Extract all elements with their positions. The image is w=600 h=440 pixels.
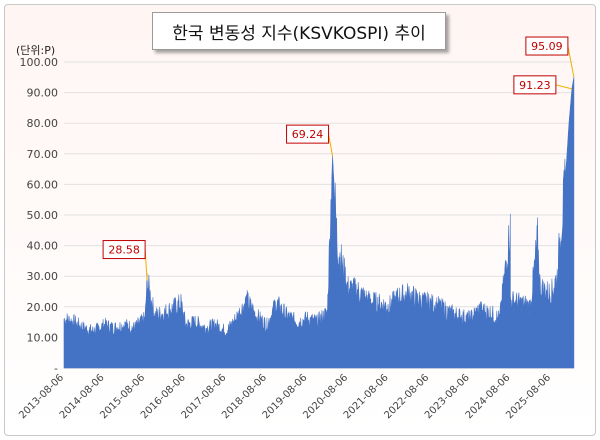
callout-label: 69.24 — [292, 128, 324, 141]
callout-box — [286, 124, 330, 144]
callout-label: 91.23 — [519, 79, 551, 92]
chart-title-text: 한국 변동성 지수(KSVKOSPI) 추이 — [172, 23, 426, 44]
callout-label: 28.58 — [108, 244, 140, 257]
chart-title: 한국 변동성 지수(KSVKOSPI) 추이 — [152, 12, 446, 50]
y-tick-label: 80.00 — [27, 117, 59, 130]
callout-box — [525, 36, 569, 56]
y-axis-ticks: - 10.00 20.00 30.00 40.00 50.00 60.00 70.00 80.0… — [20, 56, 59, 375]
y-tick-label: 30.00 — [27, 270, 59, 283]
callout-label: 95.09 — [531, 40, 563, 53]
callout-leader-line — [328, 134, 334, 157]
y-tick-label: - — [54, 362, 58, 375]
y-tick-label: 50.00 — [27, 209, 59, 222]
y-tick-label: 10.00 — [27, 331, 59, 344]
y-tick-label: 70.00 — [27, 148, 59, 161]
y-tick-label: 90.00 — [27, 87, 59, 100]
x-axis-ticks: 2013-08-062014-08-062015-08-062016-08-06… — [17, 372, 553, 421]
y-tick-label: 100.00 — [20, 56, 59, 69]
y-tick-label: 20.00 — [27, 301, 59, 314]
unit-label: (단위:P) — [16, 44, 56, 57]
y-tick-label: 40.00 — [27, 240, 59, 253]
series-area-path — [63, 76, 575, 369]
series-area — [63, 76, 575, 369]
callout-box — [513, 75, 557, 95]
callout-box — [102, 240, 146, 260]
callout-leader-line — [555, 84, 573, 90]
callout-leader-line — [567, 45, 575, 78]
callouts: 28.58 69.24 95.09 91.23 — [102, 36, 575, 281]
y-tick-label: 60.00 — [27, 178, 59, 191]
